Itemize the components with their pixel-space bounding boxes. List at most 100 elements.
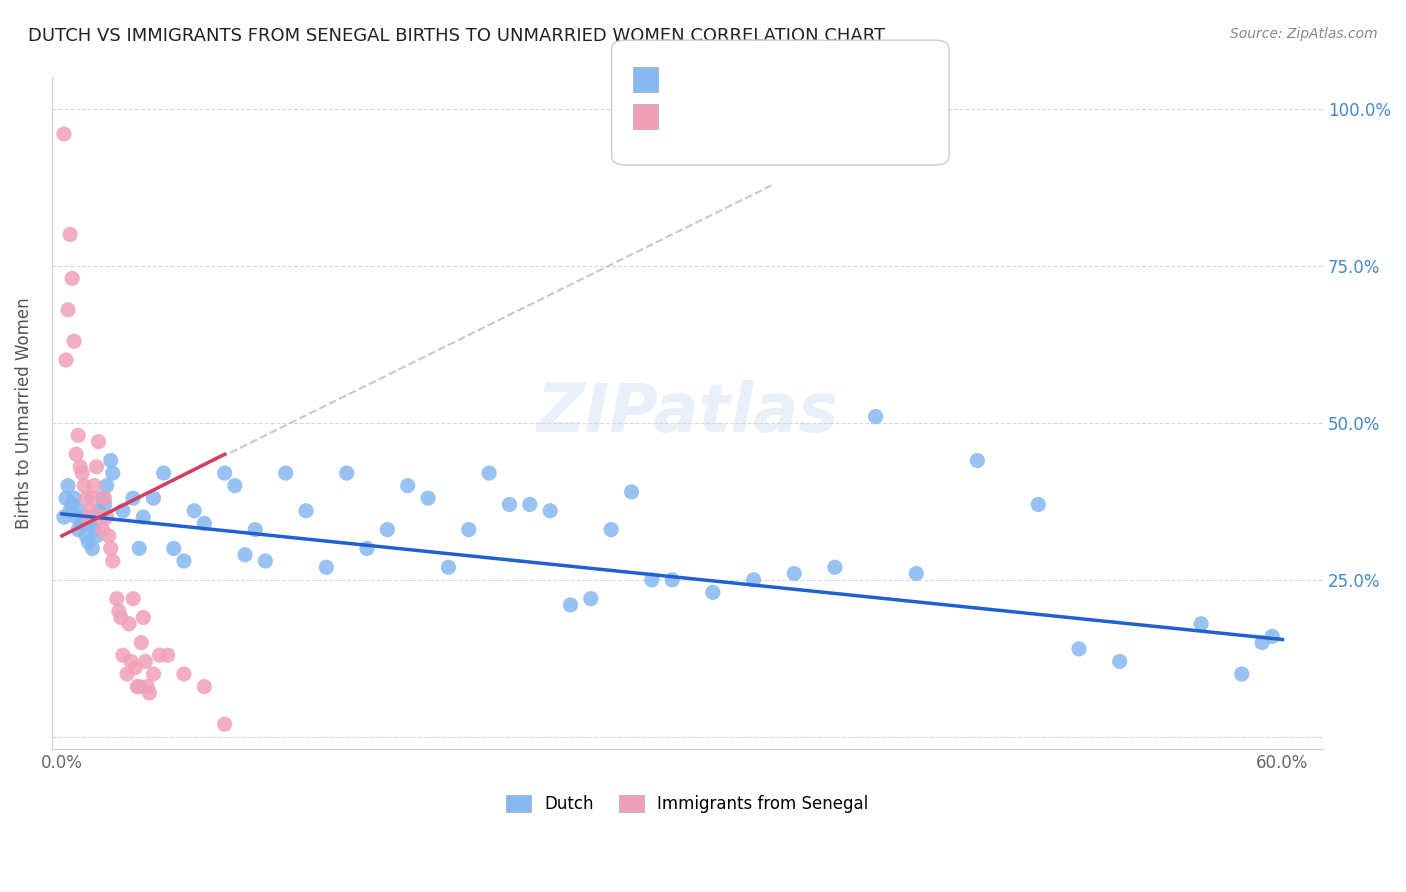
- Point: [136, 680, 159, 694]
- Point: [193, 516, 215, 531]
- Point: [193, 680, 215, 694]
- Point: [52, 127, 75, 141]
- Point: [437, 560, 460, 574]
- Point: [183, 504, 205, 518]
- Point: [100, 541, 122, 556]
- Text: Source: ZipAtlas.com: Source: ZipAtlas.com: [1230, 27, 1378, 41]
- Point: [132, 610, 155, 624]
- Point: [1189, 616, 1212, 631]
- Point: [111, 504, 134, 518]
- Point: [59, 227, 82, 242]
- Point: [101, 554, 124, 568]
- Point: [75, 529, 97, 543]
- Point: [966, 453, 988, 467]
- Point: [60, 498, 83, 512]
- Point: [90, 510, 112, 524]
- Point: [108, 604, 131, 618]
- Point: [82, 491, 104, 506]
- Point: [60, 271, 83, 285]
- Point: [56, 302, 79, 317]
- Point: [498, 498, 520, 512]
- Text: R = -0.458   N = 72: R = -0.458 N = 72: [643, 69, 820, 87]
- Point: [1261, 629, 1284, 643]
- Point: [173, 554, 195, 568]
- Point: [118, 616, 141, 631]
- Point: [142, 667, 165, 681]
- Point: [742, 573, 765, 587]
- Point: [72, 516, 94, 531]
- Point: [233, 548, 256, 562]
- Point: [83, 523, 105, 537]
- Point: [79, 504, 101, 518]
- Point: [702, 585, 724, 599]
- Point: [82, 541, 104, 556]
- Point: [142, 491, 165, 506]
- Point: [254, 554, 277, 568]
- Point: [1251, 635, 1274, 649]
- Point: [1067, 641, 1090, 656]
- Point: [152, 466, 174, 480]
- Point: [579, 591, 602, 606]
- Point: [538, 504, 561, 518]
- Text: R =  0.189   N = 47: R = 0.189 N = 47: [643, 107, 818, 125]
- Point: [111, 648, 134, 663]
- Point: [600, 523, 623, 537]
- Y-axis label: Births to Unmarried Women: Births to Unmarried Women: [15, 298, 32, 529]
- Point: [87, 434, 110, 449]
- Point: [72, 466, 94, 480]
- Point: [110, 610, 132, 624]
- Point: [478, 466, 501, 480]
- Point: [63, 334, 86, 349]
- Point: [377, 523, 399, 537]
- Text: ZIPatlas: ZIPatlas: [537, 380, 838, 446]
- Point: [356, 541, 378, 556]
- Point: [416, 491, 439, 506]
- Point: [91, 523, 114, 537]
- Legend: Dutch, Immigrants from Senegal: Dutch, Immigrants from Senegal: [498, 787, 877, 822]
- Point: [128, 680, 150, 694]
- Point: [1108, 655, 1130, 669]
- Point: [86, 459, 108, 474]
- Point: [214, 717, 236, 731]
- Point: [128, 541, 150, 556]
- Point: [315, 560, 337, 574]
- Point: [52, 510, 75, 524]
- Text: DUTCH VS IMMIGRANTS FROM SENEGAL BIRTHS TO UNMARRIED WOMEN CORRELATION CHART: DUTCH VS IMMIGRANTS FROM SENEGAL BIRTHS …: [28, 27, 886, 45]
- Point: [865, 409, 887, 424]
- Point: [59, 504, 82, 518]
- Point: [73, 478, 96, 492]
- Point: [224, 478, 246, 492]
- Point: [69, 459, 91, 474]
- Point: [129, 635, 152, 649]
- Point: [93, 498, 115, 512]
- Point: [156, 648, 179, 663]
- Point: [115, 667, 138, 681]
- Point: [96, 478, 118, 492]
- Point: [83, 478, 105, 492]
- Point: [560, 598, 582, 612]
- Point: [1028, 498, 1050, 512]
- Point: [173, 667, 195, 681]
- Point: [79, 516, 101, 531]
- Point: [122, 491, 145, 506]
- Point: [67, 428, 90, 442]
- Point: [824, 560, 846, 574]
- Point: [97, 529, 120, 543]
- Point: [243, 523, 266, 537]
- Point: [641, 573, 664, 587]
- Point: [77, 535, 100, 549]
- Point: [519, 498, 541, 512]
- Point: [274, 466, 297, 480]
- Point: [65, 510, 87, 524]
- Point: [65, 447, 87, 461]
- Point: [905, 566, 928, 581]
- Point: [67, 523, 90, 537]
- Point: [457, 523, 479, 537]
- Point: [661, 573, 683, 587]
- Point: [124, 661, 146, 675]
- Point: [122, 591, 145, 606]
- Point: [336, 466, 359, 480]
- Point: [120, 655, 142, 669]
- Point: [93, 491, 115, 506]
- Point: [783, 566, 806, 581]
